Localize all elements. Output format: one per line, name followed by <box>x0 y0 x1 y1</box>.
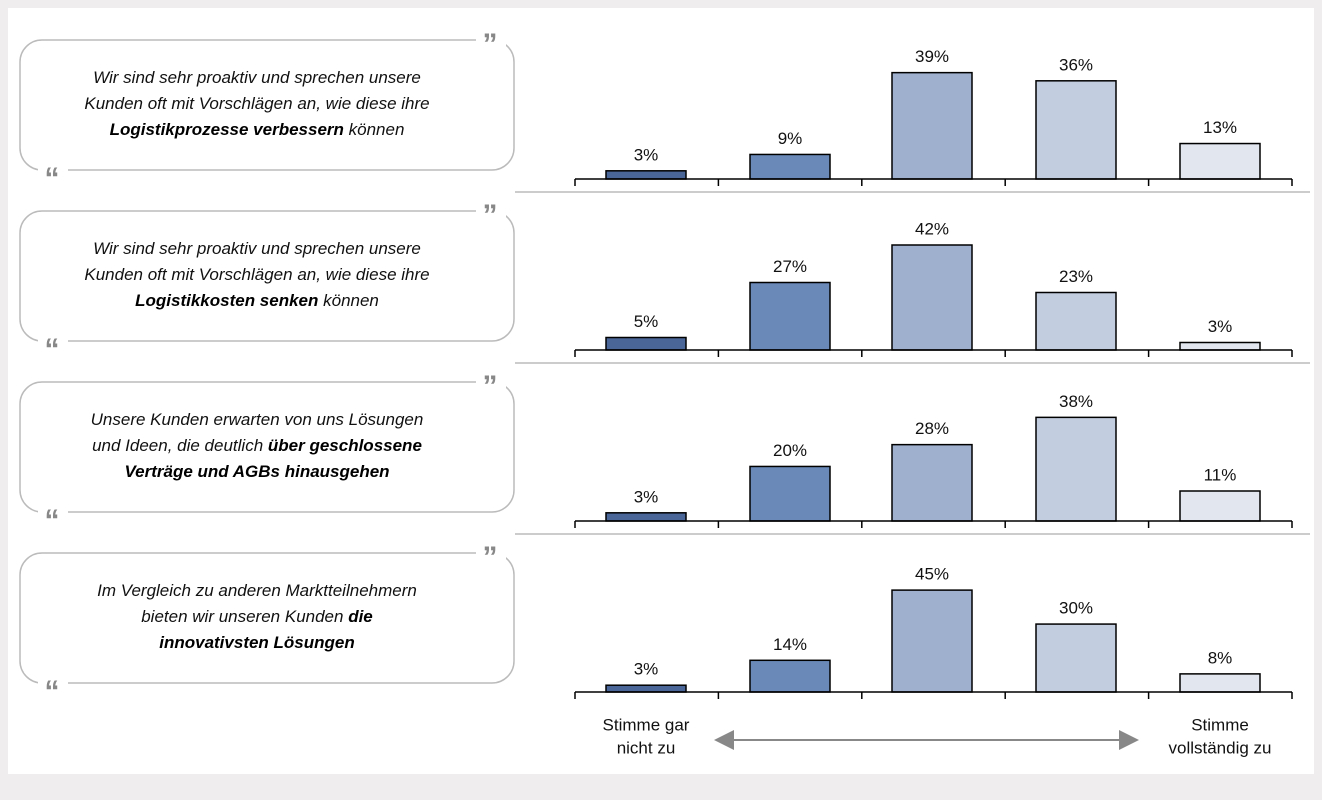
value-label: 23% <box>1059 267 1093 286</box>
bar <box>891 71 973 180</box>
quote-open: “ <box>45 504 60 537</box>
value-label: 3% <box>1208 317 1233 336</box>
statement-segment: Wir sind sehr proaktiv und sprechen unse… <box>93 68 421 87</box>
bar <box>1179 142 1261 180</box>
quote-gap <box>38 504 68 520</box>
quote-gap <box>476 203 506 219</box>
statement-segment: können <box>344 120 405 139</box>
statement-segment: Kunden oft mit Vorschlägen an, wie diese… <box>84 265 429 284</box>
statement-segment: Verträge und AGBs hinausgehen <box>124 462 389 481</box>
bar <box>605 336 687 351</box>
value-label: 39% <box>915 47 949 66</box>
quote-gap <box>476 32 506 48</box>
quote-close: ” <box>483 370 498 403</box>
statement-segment: innovativsten Lösungen <box>159 633 355 652</box>
bar <box>749 465 831 522</box>
bar <box>891 443 973 522</box>
bar <box>749 659 831 693</box>
scale-label: Stimme gar <box>603 715 690 734</box>
bar <box>1179 673 1261 693</box>
bar <box>1179 341 1261 351</box>
statement-line: Im Vergleich zu anderen Marktteilnehmern <box>97 581 417 600</box>
statement-line: Unsere Kunden erwarten von uns Lösungen <box>91 410 424 429</box>
value-label: 3% <box>634 660 659 679</box>
statement-segment: und Ideen, die deutlich <box>92 436 268 455</box>
statement-segment: Im Vergleich zu anderen Marktteilnehmern <box>97 581 417 600</box>
value-label: 42% <box>915 219 949 238</box>
bar <box>749 153 831 180</box>
bar <box>1035 80 1117 180</box>
bar <box>1179 490 1261 522</box>
value-label: 9% <box>778 129 803 148</box>
scale-label: Stimme <box>1191 715 1249 734</box>
value-label: 38% <box>1059 392 1093 411</box>
statement-segment: Logistikprozesse verbessern <box>110 120 344 139</box>
statement-segment: Unsere Kunden erwarten von uns Lösungen <box>91 410 424 429</box>
statement-segment: können <box>318 291 379 310</box>
value-label: 45% <box>915 565 949 584</box>
statement-line: Wir sind sehr proaktiv und sprechen unse… <box>93 239 421 258</box>
statement-line: Logistikprozesse verbessern können <box>110 120 405 139</box>
quote-open: “ <box>45 675 60 708</box>
quote-gap <box>38 675 68 691</box>
value-label: 3% <box>634 145 659 164</box>
statement-line: und Ideen, die deutlich über geschlossen… <box>92 436 422 455</box>
scale-label: vollständig zu <box>1168 738 1271 757</box>
statement-segment: über geschlossene <box>268 436 422 455</box>
scale-label: nicht zu <box>617 738 676 757</box>
bar <box>1035 416 1117 522</box>
quote-gap <box>476 545 506 561</box>
statement-segment: Wir sind sehr proaktiv und sprechen unse… <box>93 239 421 258</box>
quote-open: “ <box>45 333 60 366</box>
bar <box>1035 623 1117 693</box>
value-label: 36% <box>1059 55 1093 74</box>
quote-box <box>19 552 515 684</box>
value-label: 3% <box>634 487 659 506</box>
bar <box>891 244 973 351</box>
bar <box>749 281 831 351</box>
bar <box>605 512 687 522</box>
bar <box>605 170 687 180</box>
value-label: 13% <box>1203 118 1237 137</box>
value-label: 11% <box>1204 465 1237 484</box>
bar <box>1035 291 1117 351</box>
quote-open: “ <box>45 162 60 195</box>
value-label: 20% <box>773 441 807 460</box>
quote-box <box>19 210 515 342</box>
bar <box>891 589 973 693</box>
statement-line: Kunden oft mit Vorschlägen an, wie diese… <box>84 94 429 113</box>
statement-segment: bieten wir unseren Kunden <box>141 607 348 626</box>
value-label: 8% <box>1208 648 1233 667</box>
quote-box <box>19 381 515 513</box>
statement-segment: Logistikkosten senken <box>135 291 318 310</box>
quote-gap <box>38 333 68 349</box>
statement-line: innovativsten Lösungen <box>159 633 355 652</box>
bar <box>605 684 687 693</box>
value-label: 27% <box>773 257 807 276</box>
quote-close: ” <box>483 199 498 232</box>
statement-line: bieten wir unseren Kunden die <box>141 607 373 626</box>
value-label: 30% <box>1059 599 1093 618</box>
value-label: 14% <box>773 635 807 654</box>
quote-gap <box>38 162 68 178</box>
quote-gap <box>476 374 506 390</box>
value-label: 28% <box>915 419 949 438</box>
statement-line: Verträge und AGBs hinausgehen <box>124 462 389 481</box>
quote-close: ” <box>483 541 498 574</box>
quote-box <box>19 39 515 171</box>
statement-segment: Kunden oft mit Vorschlägen an, wie diese… <box>84 94 429 113</box>
statement-line: Kunden oft mit Vorschlägen an, wie diese… <box>84 265 429 284</box>
quote-close: ” <box>483 28 498 61</box>
statement-line: Wir sind sehr proaktiv und sprechen unse… <box>93 68 421 87</box>
value-label: 5% <box>634 312 659 331</box>
statement-segment: die <box>348 607 373 626</box>
statement-line: Logistikkosten senken können <box>135 291 379 310</box>
